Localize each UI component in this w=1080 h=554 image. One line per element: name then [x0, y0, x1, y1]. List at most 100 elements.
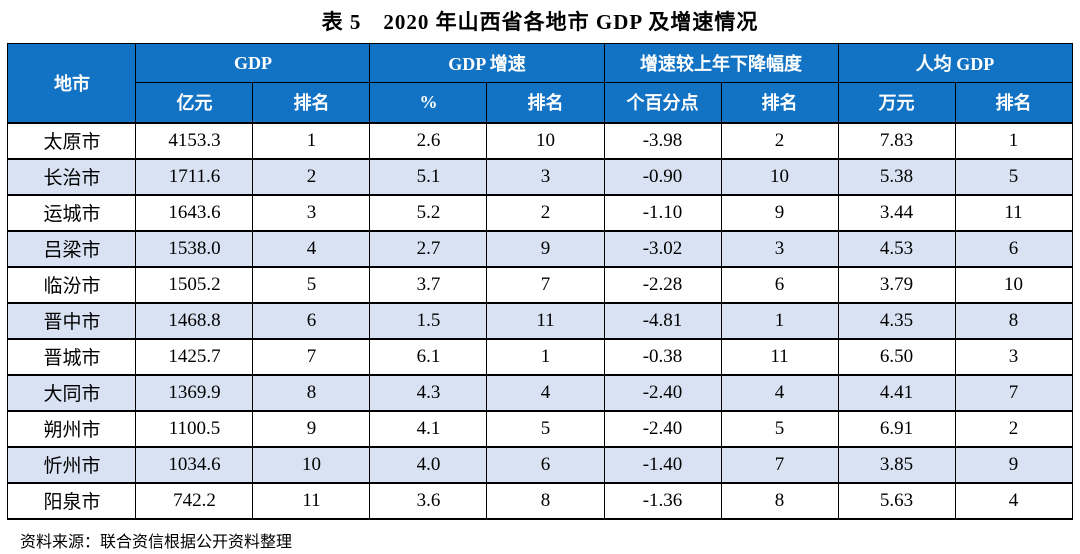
cell-city: 晋城市	[7, 337, 137, 376]
cell-city: 阳泉市	[7, 481, 137, 520]
cell-growth-rank: 9	[486, 229, 605, 268]
cell-growth-rank: 1	[486, 337, 605, 376]
table-row: 朔州市 1100.5 9 4.1 5 -2.40 5 6.91 2	[7, 409, 1073, 448]
cell-decline-value: -0.90	[603, 157, 722, 196]
cell-growth-value: 4.0	[369, 445, 488, 484]
cell-growth-value: 1.5	[369, 301, 488, 340]
cell-per-capita-rank: 9	[954, 445, 1073, 484]
cell-gdp-rank: 5	[252, 265, 371, 304]
cell-growth-value: 4.1	[369, 409, 488, 448]
cell-decline-rank: 5	[720, 409, 839, 448]
cell-decline-rank: 1	[720, 301, 839, 340]
header-group-per-capita-gdp: 人均 GDP	[837, 43, 1073, 83]
cell-growth-value: 5.2	[369, 193, 488, 232]
cell-decline-value: -1.10	[603, 193, 722, 232]
cell-gdp-value: 1711.6	[135, 157, 254, 196]
cell-gdp-rank: 3	[252, 193, 371, 232]
cell-decline-value: -0.38	[603, 337, 722, 376]
cell-growth-value: 3.6	[369, 481, 488, 520]
table-row: 临汾市 1505.2 5 3.7 7 -2.28 6 3.79 10	[7, 265, 1073, 304]
cell-decline-rank: 7	[720, 445, 839, 484]
cell-per-capita-rank: 2	[954, 409, 1073, 448]
cell-gdp-rank: 1	[252, 121, 371, 160]
cell-growth-rank: 6	[486, 445, 605, 484]
cell-growth-rank: 7	[486, 265, 605, 304]
cell-growth-value: 2.7	[369, 229, 488, 268]
cell-city: 运城市	[7, 193, 137, 232]
cell-decline-value: -3.98	[603, 121, 722, 160]
cell-growth-rank: 5	[486, 409, 605, 448]
cell-city: 朔州市	[7, 409, 137, 448]
cell-decline-rank: 4	[720, 373, 839, 412]
cell-gdp-value: 1100.5	[135, 409, 254, 448]
cell-gdp-value: 1425.7	[135, 337, 254, 376]
cell-per-capita-rank: 8	[954, 301, 1073, 340]
cell-city: 太原市	[7, 121, 137, 160]
cell-growth-rank: 2	[486, 193, 605, 232]
cell-decline-rank: 3	[720, 229, 839, 268]
cell-decline-rank: 8	[720, 481, 839, 520]
cell-per-capita-rank: 6	[954, 229, 1073, 268]
cell-city: 大同市	[7, 373, 137, 412]
table-row: 运城市 1643.6 3 5.2 2 -1.10 9 3.44 11	[7, 193, 1073, 232]
cell-decline-rank: 9	[720, 193, 839, 232]
subheader-growth-rank: 排名	[486, 82, 605, 124]
table-row: 阳泉市 742.2 11 3.6 8 -1.36 8 5.63 4	[7, 481, 1073, 520]
cell-per-capita-value: 5.38	[837, 157, 956, 196]
header-group-gdp-growth: GDP 增速	[369, 43, 605, 83]
table-row: 大同市 1369.9 8 4.3 4 -2.40 4 4.41 7	[7, 373, 1073, 412]
cell-decline-rank: 10	[720, 157, 839, 196]
cell-decline-value: -3.02	[603, 229, 722, 268]
subheader-gdp-unit: 亿元	[135, 82, 254, 124]
subheader-gdp-rank: 排名	[252, 82, 371, 124]
subheader-per-capita-unit: 万元	[837, 82, 956, 124]
cell-gdp-value: 1643.6	[135, 193, 254, 232]
cell-per-capita-value: 4.35	[837, 301, 956, 340]
cell-per-capita-value: 3.44	[837, 193, 956, 232]
cell-per-capita-value: 6.91	[837, 409, 956, 448]
subheader-per-capita-rank: 排名	[954, 82, 1073, 124]
cell-per-capita-value: 6.50	[837, 337, 956, 376]
cell-per-capita-rank: 3	[954, 337, 1073, 376]
cell-gdp-rank: 7	[252, 337, 371, 376]
cell-per-capita-value: 4.41	[837, 373, 956, 412]
cell-per-capita-value: 4.53	[837, 229, 956, 268]
cell-growth-value: 6.1	[369, 337, 488, 376]
cell-decline-value: -4.81	[603, 301, 722, 340]
cell-per-capita-rank: 10	[954, 265, 1073, 304]
cell-gdp-value: 1468.8	[135, 301, 254, 340]
cell-gdp-rank: 6	[252, 301, 371, 340]
cell-gdp-rank: 4	[252, 229, 371, 268]
cell-per-capita-value: 7.83	[837, 121, 956, 160]
cell-gdp-rank: 11	[252, 481, 371, 520]
cell-per-capita-value: 5.63	[837, 481, 956, 520]
cell-city: 临汾市	[7, 265, 137, 304]
cell-decline-rank: 6	[720, 265, 839, 304]
cell-growth-rank: 11	[486, 301, 605, 340]
cell-growth-rank: 8	[486, 481, 605, 520]
cell-growth-rank: 3	[486, 157, 605, 196]
cell-gdp-rank: 10	[252, 445, 371, 484]
cell-decline-value: -2.40	[603, 373, 722, 412]
cell-decline-rank: 11	[720, 337, 839, 376]
cell-per-capita-rank: 11	[954, 193, 1073, 232]
cell-decline-rank: 2	[720, 121, 839, 160]
cell-decline-value: -2.40	[603, 409, 722, 448]
cell-gdp-rank: 2	[252, 157, 371, 196]
cell-gdp-value: 1505.2	[135, 265, 254, 304]
cell-gdp-value: 1034.6	[135, 445, 254, 484]
cell-per-capita-value: 3.79	[837, 265, 956, 304]
cell-growth-rank: 4	[486, 373, 605, 412]
cell-gdp-value: 742.2	[135, 481, 254, 520]
cell-gdp-rank: 8	[252, 373, 371, 412]
subheader-decline-rank: 排名	[720, 82, 839, 124]
cell-decline-value: -1.36	[603, 481, 722, 520]
table-row: 太原市 4153.3 1 2.6 10 -3.98 2 7.83 1	[7, 121, 1073, 160]
table-row: 晋城市 1425.7 7 6.1 1 -0.38 11 6.50 3	[7, 337, 1073, 376]
header-group-gdp: GDP	[135, 43, 371, 83]
gdp-table: 地市 GDP GDP 增速 增速较上年下降幅度 人均 GDP 亿元 排名 % 排…	[7, 43, 1073, 520]
cell-per-capita-rank: 5	[954, 157, 1073, 196]
cell-per-capita-rank: 1	[954, 121, 1073, 160]
table-body: 太原市 4153.3 1 2.6 10 -3.98 2 7.83 1 长治市 1711.6 2 5.1 3…	[7, 121, 1073, 520]
